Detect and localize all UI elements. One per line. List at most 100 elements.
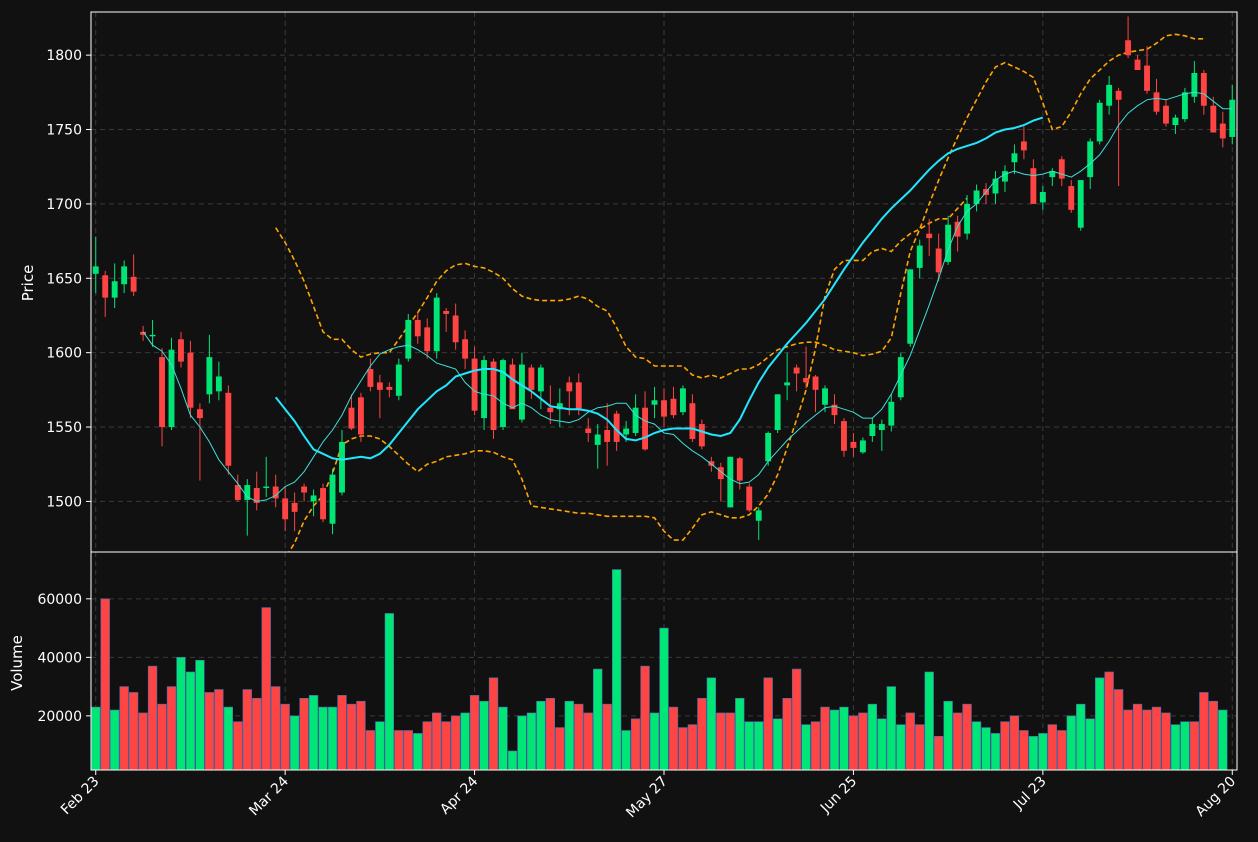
volume-bar <box>469 695 480 771</box>
volume-bar <box>536 700 546 771</box>
price-tick-label: 1800 <box>46 48 82 64</box>
candle-body <box>973 190 980 204</box>
volume-bar <box>574 703 584 771</box>
volume-bar <box>318 706 328 771</box>
volume-bar <box>848 715 859 771</box>
candle-body <box>727 456 734 508</box>
volume-bar <box>299 698 309 771</box>
candle-body <box>774 394 781 431</box>
candlesticks <box>92 16 1236 541</box>
long-moving-average-line <box>274 116 1044 461</box>
candle-body <box>1229 99 1236 137</box>
volume-bar <box>924 671 934 771</box>
candle-body <box>642 407 648 450</box>
volume-bar <box>829 709 840 771</box>
candle-body <box>1106 84 1113 106</box>
candle-body <box>395 364 402 396</box>
volume-bar <box>214 689 224 771</box>
candle-body <box>717 467 724 480</box>
candle-body <box>822 388 828 405</box>
price-tick-label: 1600 <box>46 346 82 362</box>
volume-bar <box>1161 712 1171 771</box>
volume-bar <box>915 724 925 771</box>
volume-bar <box>621 730 631 771</box>
volume-bar <box>166 686 177 771</box>
candle-body <box>812 376 819 390</box>
volume-bar <box>1066 715 1076 771</box>
candle-body <box>651 400 658 405</box>
volume-bar <box>289 715 300 771</box>
volume-bar <box>772 718 783 771</box>
candle-body <box>357 397 364 435</box>
volume-bar <box>659 627 669 771</box>
volume-bar <box>858 712 868 771</box>
candle-body <box>1200 72 1207 106</box>
volume-tick-label: 20000 <box>37 709 82 725</box>
bollinger-bands <box>275 33 1204 552</box>
volume-bar <box>261 607 271 771</box>
candle-body <box>405 319 412 359</box>
candle-body <box>954 221 961 237</box>
candle-body <box>878 424 885 431</box>
candle-body <box>244 485 251 500</box>
volume-bar <box>91 706 101 771</box>
volume-bar <box>242 689 252 771</box>
candle-body <box>196 409 203 419</box>
candle-body <box>632 407 639 433</box>
candle-body <box>206 357 213 395</box>
candle-body <box>102 275 109 298</box>
volume-bar <box>555 727 565 771</box>
candle-body <box>803 377 810 383</box>
volume-bar <box>981 727 991 771</box>
price-tick-label: 1500 <box>46 494 82 510</box>
volume-bar <box>649 712 660 771</box>
candle-body <box>149 334 156 337</box>
candle-body <box>1068 186 1075 210</box>
candle-body <box>537 367 544 392</box>
candle-body <box>566 382 573 392</box>
volume-bar <box>782 698 792 771</box>
volume-bar <box>1189 721 1200 771</box>
candle-body <box>1181 92 1188 120</box>
volume-bar <box>517 715 527 771</box>
candle-body <box>500 360 506 428</box>
volume-bar <box>413 733 423 771</box>
volume-bar <box>223 706 233 771</box>
volume-bar <box>1113 689 1124 771</box>
volume-bar <box>678 727 688 771</box>
price-tick-labels: 1500 1550 1600 1650 1700 1750 1800 <box>46 48 91 510</box>
volume-bar <box>1057 730 1067 771</box>
moving-averages <box>142 91 1233 502</box>
volume-bar <box>611 569 622 771</box>
volume-tick-label: 40000 <box>37 650 82 666</box>
candle-body <box>736 458 743 481</box>
candle-body <box>1011 153 1018 163</box>
volume-bar <box>422 721 432 771</box>
volume-bar <box>280 703 290 771</box>
volume-bar <box>1142 709 1152 771</box>
volume-bar <box>716 712 726 771</box>
candle-body <box>1077 180 1084 228</box>
candle-body <box>585 428 592 433</box>
volume-bar <box>602 703 612 771</box>
volume-bar <box>697 698 707 771</box>
volume-bar <box>1132 703 1143 771</box>
volume-bar <box>394 730 404 771</box>
candle-body <box>1144 65 1150 91</box>
volume-bar <box>1170 724 1181 771</box>
candle-body <box>547 407 554 413</box>
volume-bar <box>185 671 196 771</box>
candle-body <box>386 386 393 390</box>
volume-bar <box>147 665 158 771</box>
volume-bar <box>119 686 129 771</box>
price-tick-label: 1750 <box>46 123 82 139</box>
candle-body <box>481 360 487 419</box>
candle-body <box>1039 192 1046 203</box>
candle-body <box>140 331 147 335</box>
volume-bar <box>460 712 470 771</box>
candle-body <box>187 352 194 408</box>
volume-bar <box>962 703 972 771</box>
candle-body <box>443 311 450 314</box>
candle-body <box>680 388 686 413</box>
volume-bar <box>346 703 357 771</box>
